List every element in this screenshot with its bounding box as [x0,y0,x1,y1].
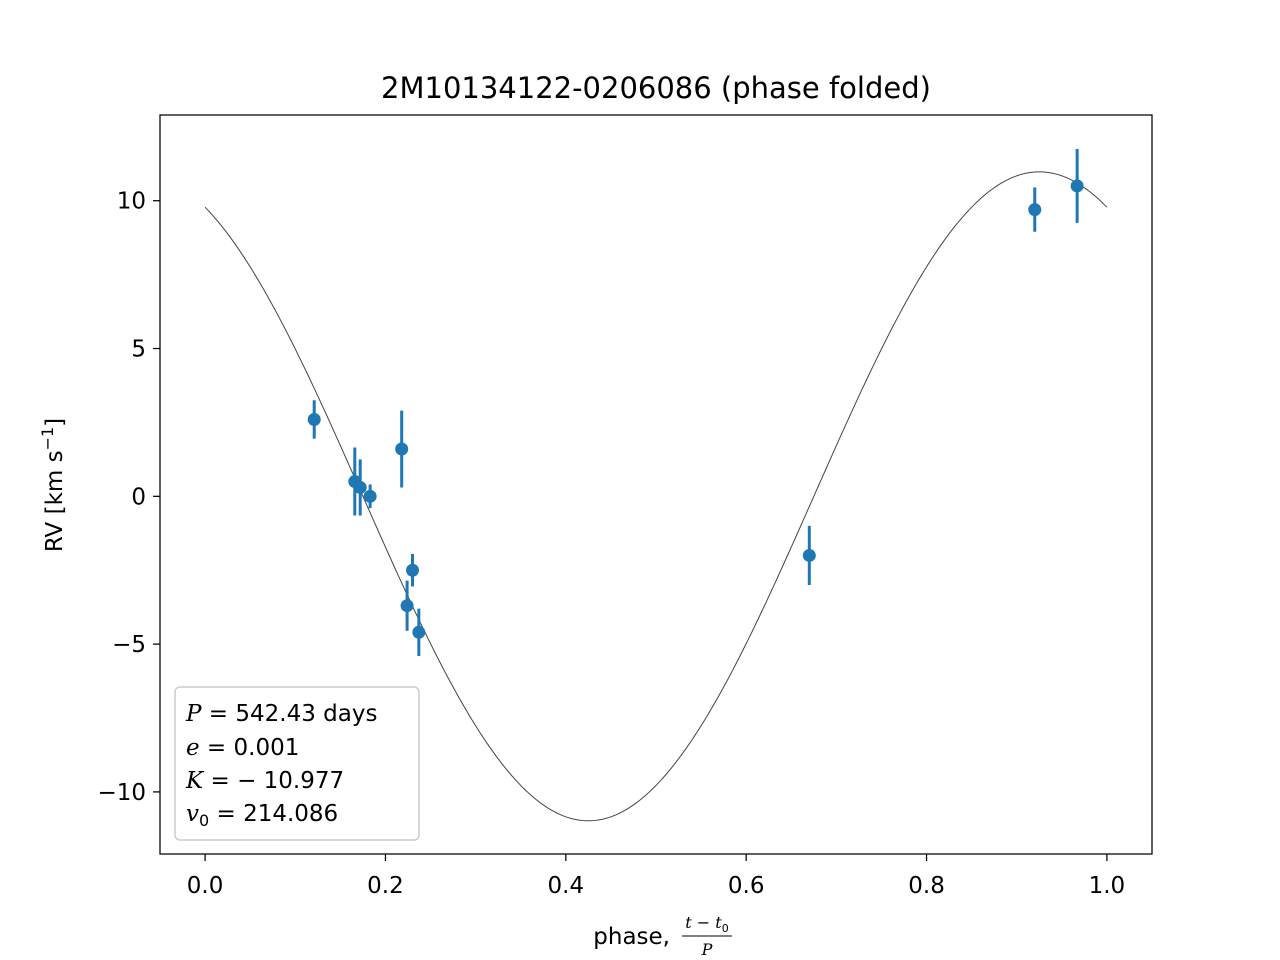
x-axis-label-numerator-text: t − t [685,913,722,932]
x-axis-label: phase, t − t0 P [593,913,732,959]
legend-period-symbol: P [185,701,202,727]
x-tick-label: 0.0 [187,873,224,899]
legend-velocity-symbol: v [186,801,199,827]
legend-line-eccentricity: e = 0.001 [186,735,299,761]
x-tick-label: 0.4 [548,873,585,899]
data-point [363,484,377,509]
data-point [307,400,321,439]
legend-line-period: P = 542.43 days [185,701,377,727]
legend: P = 542.43 days e = 0.001 K = − 10.977 v… [174,686,420,841]
data-point [406,553,420,587]
y-tick-label: 5 [131,337,146,363]
legend-line-systemic-velocity: v0 = 214.086 [186,801,338,830]
y-tick-label: −5 [112,632,146,658]
data-point-marker [1028,203,1042,217]
data-point-marker [363,489,377,503]
x-axis-ticks: 0.0 0.2 0.4 0.6 0.8 1.0 [187,854,1125,899]
data-point [802,525,816,586]
legend-eccentricity-value: = 0.001 [200,735,300,761]
y-axis-label-close: ] [42,418,68,427]
data-point [395,410,409,488]
legend-amplitude-symbol: K [185,768,205,794]
data-point-marker [802,548,816,562]
legend-velocity-sub: 0 [199,811,209,830]
legend-eccentricity-symbol: e [186,735,200,761]
data-points [307,148,1084,656]
data-point [412,608,426,656]
y-tick-label: 0 [131,484,146,510]
legend-line-amplitude: K = − 10.977 [185,768,344,794]
data-point-marker [307,412,321,426]
plot-area [204,148,1108,822]
x-axis-label-fraction-numerator: t − t0 [685,913,728,935]
y-tick-label: 10 [117,189,146,215]
data-point-marker [406,563,420,577]
data-point-marker [400,599,414,613]
x-tick-label: 0.8 [908,873,945,899]
chart-title: 2M10134122-0206086 (phase folded) [381,71,931,105]
data-point-marker [353,480,367,494]
data-point [1028,187,1042,232]
legend-amplitude-value: = − 10.977 [203,768,344,794]
y-axis-ticks: 10 5 0 −5 −10 [97,189,160,806]
x-axis-label-text: phase, [593,924,670,950]
legend-box [174,686,420,841]
data-point-marker [395,442,409,456]
x-tick-label: 0.6 [728,873,765,899]
y-axis-label: RV [km s−1] [38,418,68,552]
x-tick-label: 0.2 [367,873,404,899]
data-point-marker [1070,179,1084,193]
legend-velocity-value: = 214.086 [209,801,338,827]
x-axis-label-numerator-sub: 0 [722,922,729,935]
data-point [353,459,367,516]
x-tick-label: 1.0 [1089,873,1126,899]
y-axis-label-text: RV [km s [42,450,68,552]
x-axis-label-fraction-denominator: P [701,940,713,959]
axes-frame [159,114,1153,855]
legend-period-value: = 542.43 days [201,701,377,727]
data-point [1070,148,1084,223]
y-tick-label: −10 [97,780,146,806]
y-axis-label-sup: −1 [38,427,57,451]
data-point-marker [412,625,426,639]
data-point [400,580,414,631]
